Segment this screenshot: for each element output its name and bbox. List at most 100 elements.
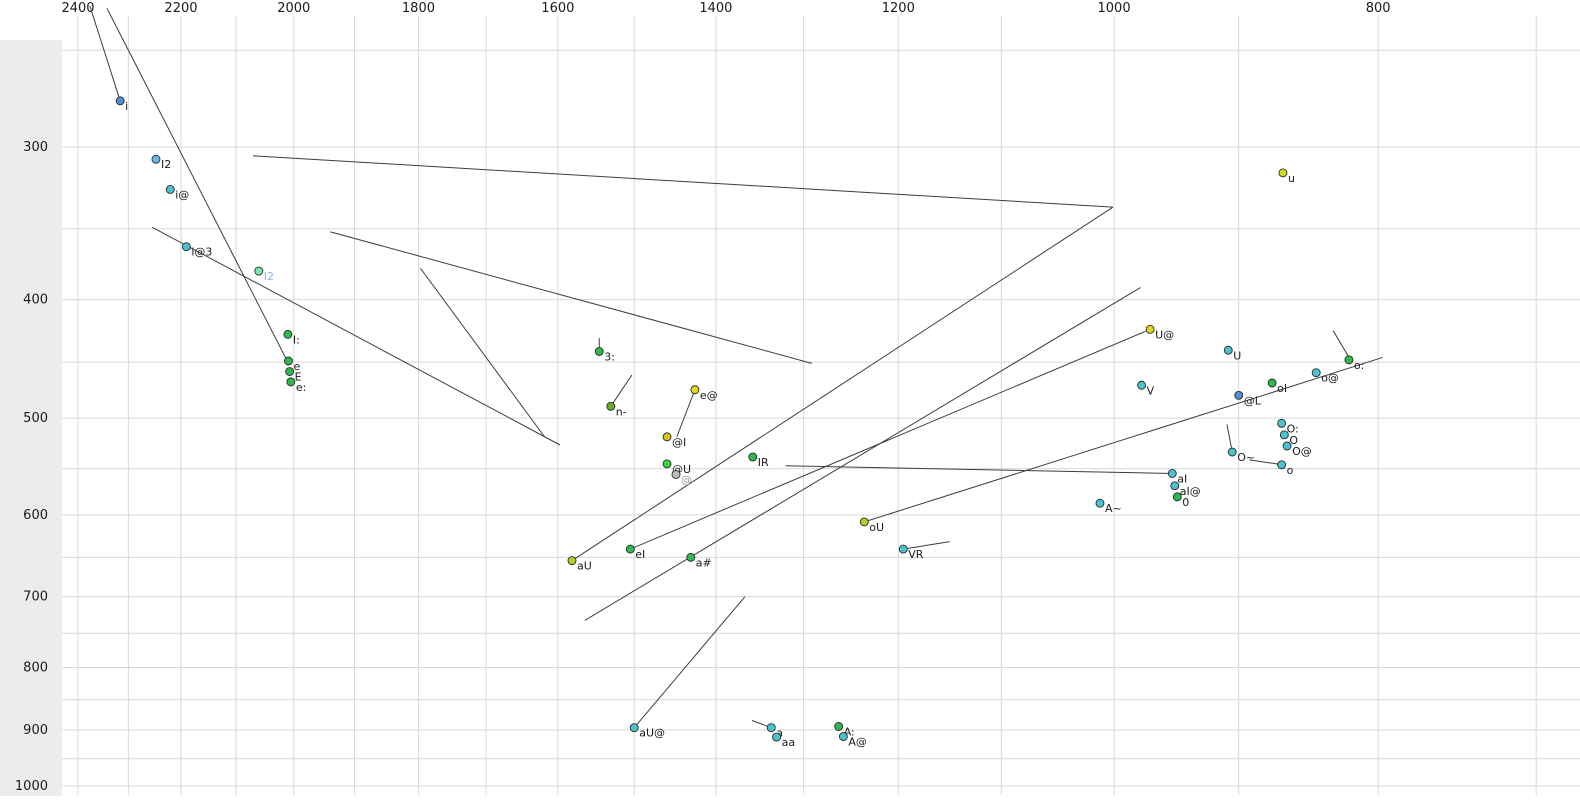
vowel-point-a#[interactable] <box>686 552 696 562</box>
vowel-point-0[interactable] <box>1172 492 1182 502</box>
trajectory-line <box>330 231 812 364</box>
y-axis-tick-label: 500 <box>23 411 48 426</box>
vowel-point-IR[interactable] <box>748 452 758 462</box>
vowel-point-aa[interactable] <box>772 732 782 742</box>
x-axis-tick-label: 2200 <box>164 1 197 16</box>
vowel-point-label: I2 <box>161 158 171 171</box>
vowel-point-label: a# <box>696 556 712 569</box>
vowel-point-label: @ <box>681 473 692 486</box>
trajectory-line <box>1226 424 1233 453</box>
vowel-point-label: VR <box>908 548 924 561</box>
vowel-point-O@[interactable] <box>1282 441 1292 451</box>
trajectory-line <box>633 596 746 729</box>
vowel-point-label: 3: <box>604 350 615 363</box>
vowel-point-o@[interactable] <box>1311 368 1321 378</box>
vowel-point-label: V <box>1147 384 1155 397</box>
vowel-point-@U[interactable] <box>662 459 672 469</box>
vowel-point-label: 0 <box>1182 496 1189 509</box>
vowel-point-label: I: <box>293 333 300 346</box>
vowel-point-@L[interactable] <box>1234 390 1244 400</box>
trajectory-line <box>903 541 950 550</box>
vowel-point-u[interactable] <box>1278 168 1288 178</box>
trajectory-line <box>253 155 1113 208</box>
vowel-point-label: aI <box>1177 472 1187 485</box>
vowel-point-e:[interactable] <box>286 377 296 387</box>
vowel-point-label: O~ <box>1237 451 1255 464</box>
vowel-point-VR[interactable] <box>898 544 908 554</box>
x-axis-tick-label: 2000 <box>277 1 310 16</box>
vowel-point-3:[interactable] <box>594 347 604 356</box>
vowel-point-i@3[interactable] <box>181 242 191 252</box>
vowel-point-e[interactable] <box>284 356 293 366</box>
vowel-point-label: A: <box>844 725 855 738</box>
vowel-point-label: o <box>1287 464 1294 477</box>
vowel-point-oU[interactable] <box>859 517 869 527</box>
vowel-point-V[interactable] <box>1137 380 1147 390</box>
vowel-point-aI[interactable] <box>1167 469 1177 478</box>
y-axis-tick-label: 900 <box>23 723 48 738</box>
vowel-point-label: oU <box>869 521 884 534</box>
vowel-point-aU[interactable] <box>567 556 577 566</box>
vowel-point-O[interactable] <box>1279 430 1289 440</box>
vowel-point-I2[interactable] <box>151 154 161 164</box>
vowel-point-label: O: <box>1287 422 1299 435</box>
vowel-point-i@[interactable] <box>165 185 175 194</box>
trajectory-line <box>152 226 561 446</box>
vowel-point-O~[interactable] <box>1227 447 1237 457</box>
vowel-point-I:[interactable] <box>283 329 293 339</box>
x-axis-tick-label: 2400 <box>61 1 94 16</box>
vowel-point-label: U@ <box>1155 328 1174 341</box>
vowel-point-label: i@3 <box>191 246 212 259</box>
vowel-point-o[interactable] <box>1277 460 1287 470</box>
vowel-point-O:[interactable] <box>1277 418 1287 428</box>
vowel-point-E[interactable] <box>285 367 295 376</box>
vowel-point-U[interactable] <box>1223 345 1233 355</box>
vowel-point-e@[interactable] <box>690 385 700 395</box>
vowel-point-label: e: <box>296 381 306 394</box>
vowel-point-a[interactable] <box>766 723 776 733</box>
vowel-point-label: E <box>295 371 302 384</box>
trajectory-line <box>785 465 1173 474</box>
vowel-point-@[interactable] <box>671 469 681 479</box>
vowel-point-label: U <box>1233 349 1241 362</box>
x-axis-tick-label: 1000 <box>1098 1 1131 16</box>
vowel-point-A~[interactable] <box>1095 498 1105 508</box>
vowel-point-label: aU@ <box>639 727 665 740</box>
x-axis-tick-label: 800 <box>1366 1 1391 16</box>
vowel-point-label: o: <box>1354 359 1364 372</box>
trajectory-line <box>420 267 546 438</box>
vowel-point-label: aI@ <box>1180 485 1201 498</box>
vowel-point-aI@[interactable] <box>1170 481 1180 491</box>
vowel-point-label: oI <box>1277 382 1287 395</box>
vowel-point-@I[interactable] <box>662 432 672 442</box>
trajectory-line <box>630 328 1151 550</box>
vowel-point-U@[interactable] <box>1145 324 1155 334</box>
vowel-point-label: i <box>125 100 128 113</box>
vowel-point-label: O@ <box>1292 445 1312 458</box>
y-axis-tick-label: 700 <box>23 590 48 605</box>
x-axis-tick-label: 1600 <box>541 1 574 16</box>
vowel-point-label: @L <box>1244 394 1262 407</box>
vowel-point-i[interactable] <box>115 96 125 106</box>
vowel-point-aU@[interactable] <box>629 723 639 733</box>
trajectory-line <box>571 206 1114 562</box>
vowel-point-A@[interactable] <box>838 732 848 741</box>
vowel-point-label: O <box>1289 434 1298 447</box>
vowel-point-label: A~ <box>1105 502 1122 515</box>
vowel-point-eI[interactable] <box>625 544 635 554</box>
vowel-point-n-[interactable] <box>606 401 616 411</box>
vowel-point-I2[interactable] <box>254 266 264 276</box>
x-axis-tick-label: 1400 <box>699 1 732 16</box>
vowel-point-o:[interactable] <box>1344 355 1354 365</box>
vowel-point-A:[interactable] <box>834 722 844 731</box>
trajectory-line <box>676 389 696 438</box>
vowel-point-label: n- <box>616 405 627 418</box>
vowel-point-label: i@ <box>175 188 189 201</box>
vowel-point-label: A@ <box>848 735 867 748</box>
vowel-point-label: e <box>293 360 300 373</box>
x-axis-tick-label: 1800 <box>402 1 435 16</box>
vowel-point-oI[interactable] <box>1267 378 1277 388</box>
